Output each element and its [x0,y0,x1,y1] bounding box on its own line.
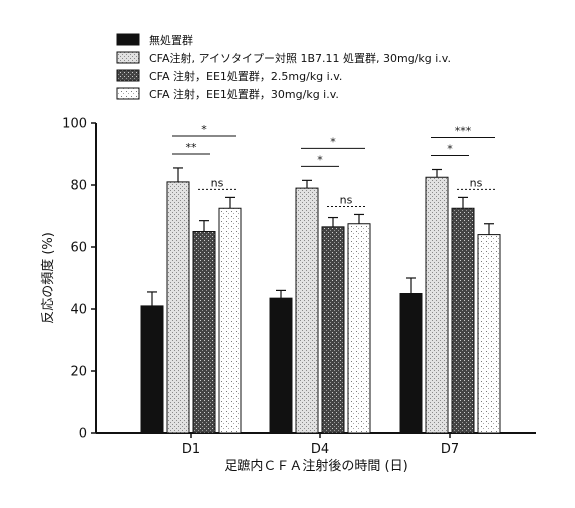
bar [426,177,448,433]
bar [400,294,422,434]
significance-label: * [330,135,336,148]
bar [219,208,241,433]
y-tick-label: 40 [70,303,87,318]
x-tick-label: D7 [441,442,459,457]
bar [322,227,344,433]
bar [478,235,500,433]
y-tick-label: 20 [70,365,87,380]
legend-swatch-ee1-low [117,70,139,81]
bar [167,182,189,433]
bar [270,298,292,433]
y-tick-label: 80 [70,179,87,194]
significance-label: ns [470,176,483,189]
significance-label: * [447,143,453,156]
legend-swatch-isotype [117,52,139,63]
significance-label: *** [455,125,472,138]
bar [348,224,370,433]
y-tick-label: 60 [70,241,87,256]
legend-swatch-untreated [117,34,139,45]
significance-label: ns [211,176,224,189]
bar [452,208,474,433]
legend-label-isotype: CFA注射, アイソタイプー対照 1B7.11 処置群, 30mg/kg i.v… [149,51,451,65]
x-tick-label: D1 [182,442,200,457]
y-tick-label: 100 [62,117,87,132]
significance-label: * [317,153,323,166]
legend-label-ee1-high: CFA 注射，EE1処置群，30mg/kg i.v. [149,87,339,101]
bars [141,168,500,433]
significance-label: * [201,123,207,136]
bar [193,232,215,434]
legend-label-untreated: 無処置群 [149,33,193,47]
significance-label: ns [340,193,353,206]
bar [296,188,318,433]
x-axis-label: 足蹠内ＣＦＡ注射後の時間 (日) [224,458,407,474]
legend: 無処置群 CFA注射, アイソタイプー対照 1B7.11 処置群, 30mg/k… [117,33,451,101]
legend-swatch-ee1-high [117,88,139,99]
x-tick-label: D4 [311,442,329,457]
y-axis-label: 反応の頻度 (%) [40,232,56,324]
legend-label-ee1-low: CFA 注射，EE1処置群，2.5mg/kg i.v. [149,69,342,83]
significance-label: ** [186,141,198,154]
bar [141,306,163,433]
y-tick-label: 0 [79,427,87,442]
